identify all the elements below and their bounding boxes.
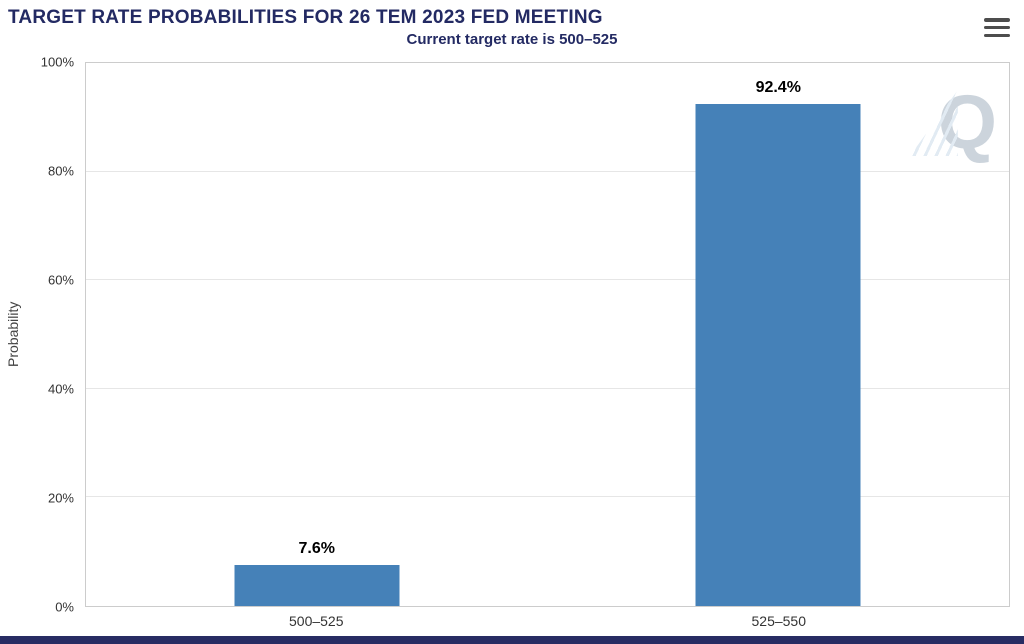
gridline (86, 279, 1009, 281)
bar-value-label: 7.6% (298, 539, 335, 557)
chart-bar-525-550[interactable] (695, 104, 861, 606)
page-title: TARGET RATE PROBABILITIES FOR 26 TEM 202… (8, 7, 603, 28)
gridline (86, 496, 1009, 498)
x-axis-label: 500–525 (288, 613, 344, 629)
y-tick-label: 40% (47, 381, 74, 397)
watermark-logo: Q (909, 80, 997, 165)
x-axis-label: 525–550 (751, 613, 807, 629)
y-tick-label: 20% (47, 490, 74, 506)
chart-subtitle: Current target rate is 500–525 (406, 31, 618, 48)
plot-area: Q 7.6% 92.4% (85, 62, 1010, 607)
hamburger-icon (984, 18, 1010, 22)
gridline (86, 387, 1009, 389)
chart-context-menu-button[interactable] (984, 18, 1010, 37)
watermark-stripes-icon (909, 90, 958, 156)
y-tick-label: 80% (47, 163, 74, 179)
hamburger-icon (984, 25, 1010, 30)
y-tick-label: 100% (40, 54, 74, 70)
gridline (86, 170, 1009, 172)
y-tick-label: 60% (47, 272, 74, 288)
x-axis: 500–525 525–550 (85, 613, 1010, 633)
q-logo-icon: Q (937, 80, 997, 165)
hamburger-icon (984, 33, 1010, 37)
chart-bar-500-525[interactable] (234, 564, 400, 606)
bar-value-label: 92.4% (755, 79, 801, 97)
bottom-accent-bar (0, 636, 1024, 644)
y-tick-label: 0% (55, 599, 74, 615)
y-axis: 0% 20% 40% 60% 80% 100% (0, 55, 78, 615)
